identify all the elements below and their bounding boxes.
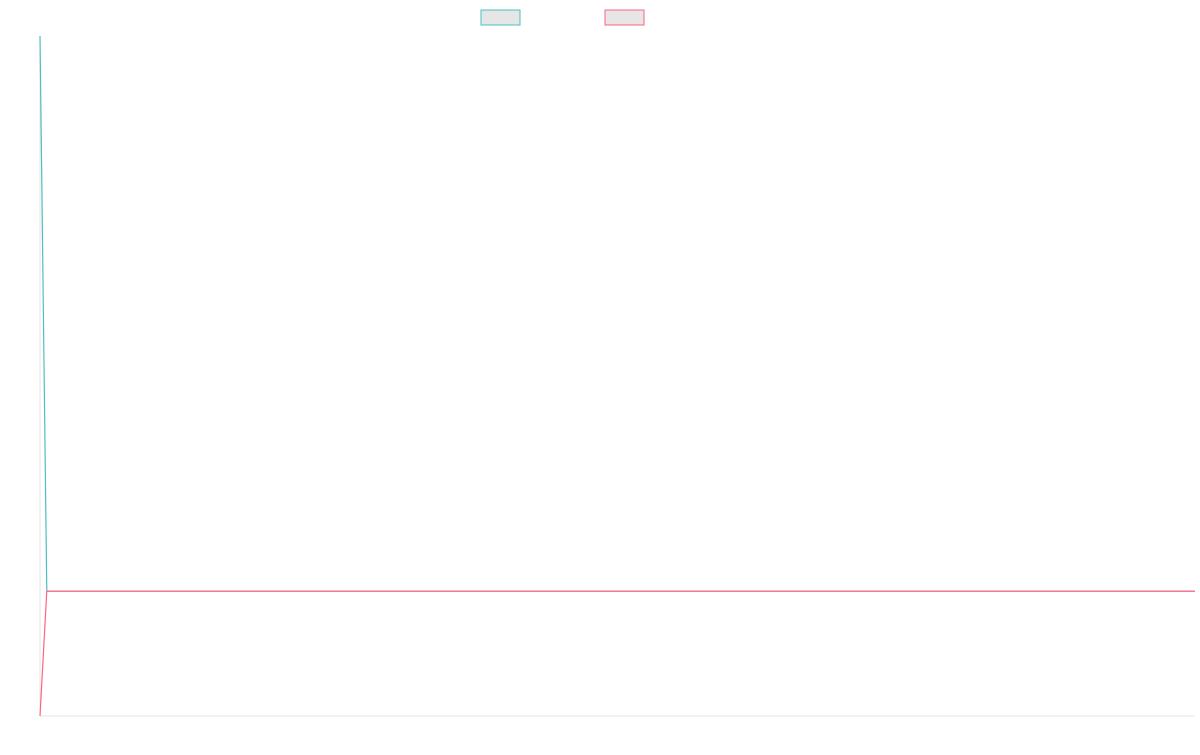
axes: [39, 36, 1195, 717]
legend: [480, 9, 645, 26]
series-line-1: [39, 35, 1195, 592]
series-line-2: [39, 590, 1195, 717]
series-group: [39, 35, 1195, 717]
legend-swatch-2: [604, 9, 645, 26]
legend-swatch-1: [480, 9, 521, 26]
